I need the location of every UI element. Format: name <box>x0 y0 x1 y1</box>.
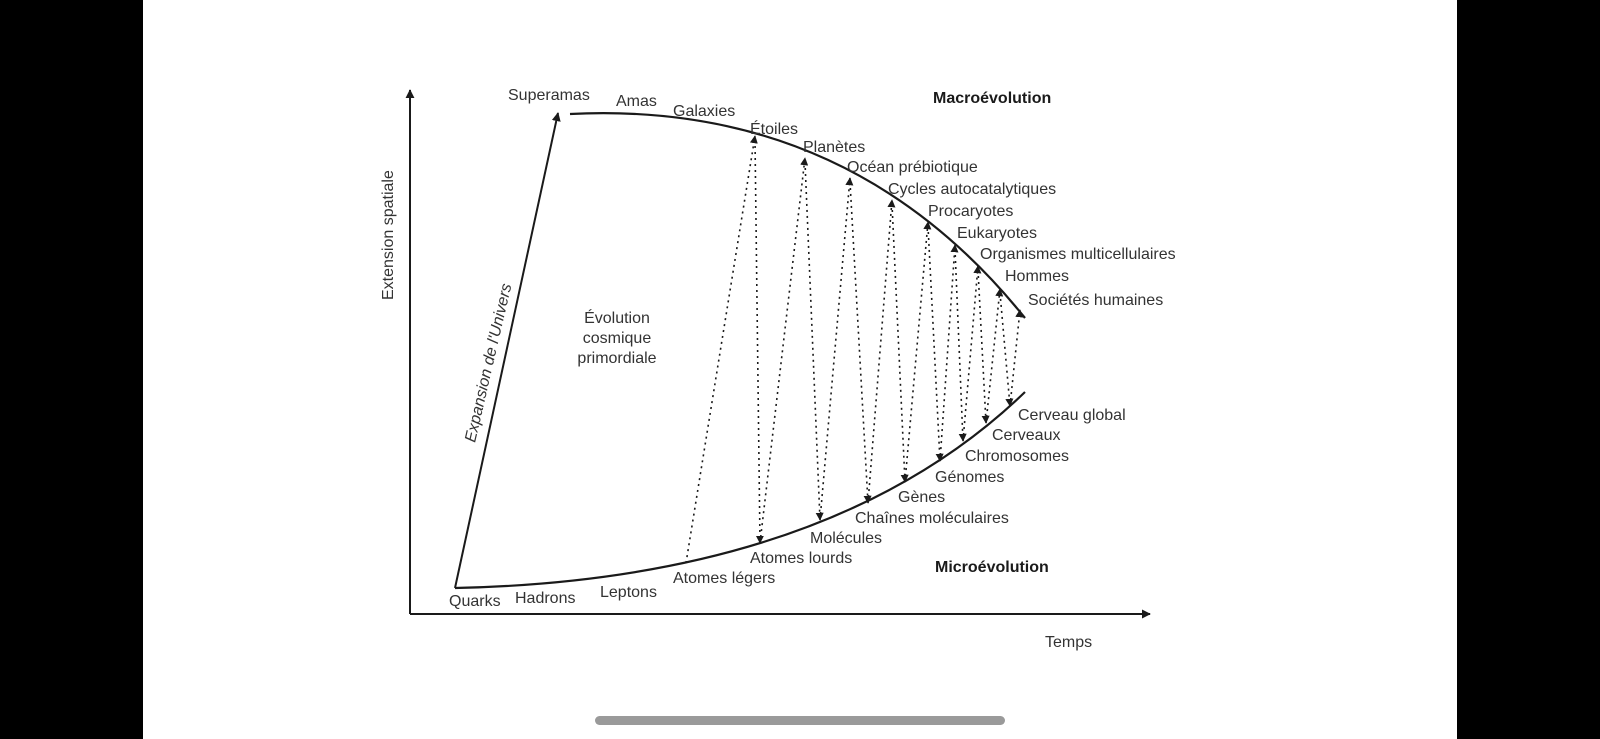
region-label: Évolution cosmique primordiale <box>577 308 656 367</box>
upper-label: Galaxies <box>673 103 735 120</box>
region-label-line-1: Évolution <box>584 308 650 327</box>
link-15 <box>985 288 1004 424</box>
upper-label: Amas <box>616 93 657 110</box>
link-5 <box>819 177 854 521</box>
upper-label: Sociétés humaines <box>1028 292 1163 309</box>
link-6 <box>849 181 872 504</box>
diagram-panel <box>143 0 1457 739</box>
lower-label: Leptons <box>600 584 657 601</box>
upper-label: Procaryotes <box>928 203 1013 220</box>
y-axis-label: Extension spatiale <box>380 170 397 300</box>
lower-label: Atomes légers <box>673 570 775 587</box>
lower-labels: Quarks Hadrons Leptons Atomes légers Ato… <box>449 407 1126 610</box>
upper-label: Superamas <box>508 87 590 104</box>
upper-label: Hommes <box>1005 268 1069 285</box>
link-11 <box>939 244 959 462</box>
lower-label: Cerveaux <box>992 427 1060 444</box>
lower-label: Hadrons <box>515 590 575 607</box>
dotted-links <box>685 135 1024 564</box>
x-axis-label: Temps <box>1045 634 1092 651</box>
lower-label: Molécules <box>810 530 882 547</box>
link-12 <box>954 248 967 442</box>
link-14 <box>977 269 990 424</box>
macro-curve <box>569 112 1026 319</box>
upper-label: Océan prébiotique <box>847 159 978 176</box>
upper-label: Planètes <box>803 139 865 156</box>
upper-label: Étoiles <box>750 119 798 138</box>
lower-label: Atomes lourds <box>750 550 852 567</box>
lower-label: Cerveau global <box>1018 407 1126 424</box>
lower-label: Quarks <box>449 593 501 610</box>
link-7 <box>867 199 896 504</box>
upper-labels: Superamas Amas Galaxies Étoiles Planètes… <box>508 87 1176 309</box>
link-13 <box>962 265 982 442</box>
region-label-line-3: primordiale <box>577 350 656 367</box>
region-label-line-2: cosmique <box>583 330 652 347</box>
link-9 <box>904 221 932 483</box>
link-2 <box>754 139 764 544</box>
link-1 <box>685 135 758 564</box>
lower-label: Gènes <box>898 489 945 506</box>
lower-label: Chaînes moléculaires <box>855 510 1009 527</box>
micro-heading: Microévolution <box>935 559 1049 576</box>
home-indicator[interactable] <box>595 716 1005 725</box>
link-17 <box>1009 309 1024 407</box>
expansion-label: Expansion de l'Univers <box>462 282 515 444</box>
macro-heading: Macroévolution <box>933 90 1051 107</box>
link-16 <box>999 292 1014 407</box>
upper-label: Organismes multicellulaires <box>980 246 1176 263</box>
expansion-arrow <box>454 112 561 589</box>
link-10 <box>927 225 944 462</box>
link-8 <box>891 203 909 483</box>
link-4 <box>804 161 824 521</box>
lower-label: Chromosomes <box>965 448 1069 465</box>
link-3 <box>759 157 809 544</box>
upper-label: Eukaryotes <box>957 225 1037 242</box>
upper-label: Cycles autocatalytiques <box>888 181 1056 198</box>
lower-label: Génomes <box>935 469 1004 486</box>
